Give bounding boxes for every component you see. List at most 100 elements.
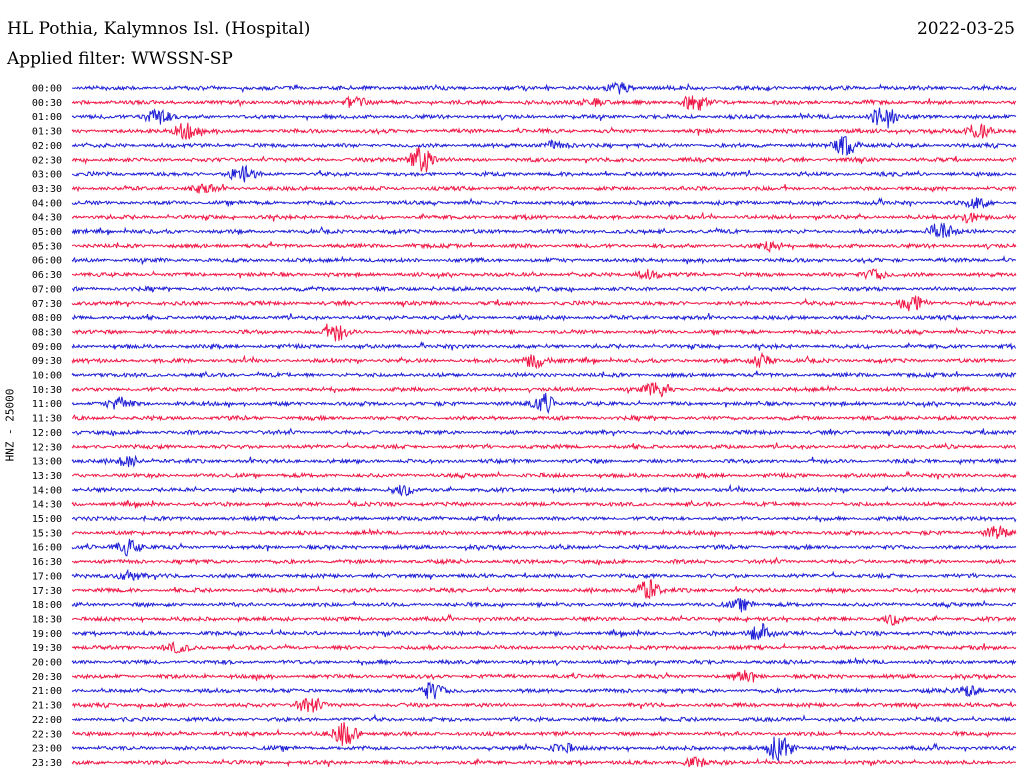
seismic-trace [71,323,1017,342]
seismic-trace [71,441,1017,451]
trace-time-label: 20:30 [32,672,62,683]
seismic-trace [71,312,1017,322]
trace-time-label: 22:00 [32,715,62,726]
seismic-trace [71,351,1017,370]
trace-time-label: 01:00 [32,112,62,123]
seismic-trace [71,392,1017,415]
seismic-trace [71,613,1017,627]
trace-time-label: 12:30 [32,442,62,453]
seismic-trace [71,656,1017,667]
trace-time-label: 09:00 [32,342,62,353]
seismic-trace [71,538,1017,557]
seismic-trace [71,183,1017,194]
seismic-trace [71,736,1017,763]
trace-time-label: 13:30 [32,471,62,482]
trace-time-label: 11:00 [32,399,62,410]
seismic-trace [71,370,1017,379]
trace-time-label: 06:00 [32,256,62,267]
seismic-trace [71,697,1017,713]
seismic-trace [71,454,1017,468]
trace-time-label: 06:30 [32,270,62,281]
seismic-trace [71,95,1017,111]
seismic-trace [71,268,1017,281]
trace-time-label: 00:00 [32,84,62,95]
trace-time-label: 01:30 [32,127,62,138]
seismic-trace [71,341,1017,351]
seismic-trace [71,222,1017,238]
trace-time-label: 08:00 [32,313,62,324]
trace-time-label: 02:30 [32,155,62,166]
trace-time-label: 15:30 [32,528,62,539]
seismic-trace [71,598,1017,613]
trace-time-label: 10:00 [32,371,62,382]
seismic-trace [71,622,1017,641]
record-date: 2022-03-25 [916,19,1015,39]
trace-time-label: 07:30 [32,299,62,310]
trace-time-label: 12:00 [32,428,62,439]
seismic-trace [71,470,1017,480]
trace-time-label: 08:30 [32,327,62,338]
trace-time-label: 00:30 [32,98,62,109]
trace-time-label: 14:30 [32,500,62,511]
trace-time-label: 17:30 [32,586,62,597]
trace-time-label: 16:00 [32,543,62,554]
trace-time-label: 18:30 [32,614,62,625]
seismic-trace [71,525,1017,540]
seismic-trace [71,414,1017,423]
trace-time-label: 21:00 [32,686,62,697]
seismic-trace [71,514,1017,523]
seismic-trace [71,197,1017,210]
trace-time-label: 11:30 [32,414,62,425]
trace-time-label: 03:30 [32,184,62,195]
trace-time-label: 23:30 [32,758,62,769]
seismic-trace [71,382,1017,398]
seismic-trace [71,756,1017,768]
seismic-trace [71,483,1017,497]
trace-time-label: 15:00 [32,514,62,525]
seismic-trace [71,284,1017,293]
seismic-trace [71,579,1017,599]
trace-time-label: 19:00 [32,629,62,640]
trace-time-label: 16:30 [32,557,62,568]
trace-time-label: 07:00 [32,284,62,295]
trace-time-label: 02:00 [32,141,62,152]
trace-time-label: 18:00 [32,600,62,611]
seismic-trace [71,81,1017,95]
seismic-trace [71,147,1017,173]
seismic-trace [71,556,1017,566]
seismic-trace [71,681,1017,700]
seismic-trace [71,240,1017,253]
station-title: HL Pothia, Kalymnos Isl. (Hospital) [7,19,311,39]
trace-time-label: 19:30 [32,643,62,654]
trace-time-label: 09:30 [32,356,62,367]
trace-time-label: 05:00 [32,227,62,238]
trace-time-label: 21:30 [32,701,62,712]
filter-label: Applied filter: WWSSN-SP [7,49,233,69]
trace-time-label: 14:00 [32,485,62,496]
seismic-trace [71,211,1017,224]
seismic-trace [71,122,1017,141]
trace-time-label: 13:00 [32,457,62,468]
seismic-trace [71,499,1017,509]
seismic-trace [71,164,1017,183]
seismic-trace [71,295,1017,312]
trace-time-label: 17:00 [32,571,62,582]
trace-time-label: 23:00 [32,744,62,755]
seismic-trace [71,135,1017,157]
trace-time-label: 03:00 [32,170,62,181]
seismic-trace [71,669,1017,683]
trace-time-label: 10:30 [32,385,62,396]
trace-time-label: 05:30 [32,241,62,252]
seismic-trace [71,641,1017,654]
seismic-trace [71,107,1017,129]
trace-time-label: 04:30 [32,213,62,224]
trace-time-label: 20:00 [32,658,62,669]
seismic-trace [71,713,1017,723]
seismic-trace [72,427,1017,437]
trace-time-label: 04:00 [32,198,62,209]
seismic-trace [71,568,1017,582]
seismic-trace [71,722,1017,746]
seismic-trace [71,255,1017,265]
trace-time-label: 22:30 [32,729,62,740]
